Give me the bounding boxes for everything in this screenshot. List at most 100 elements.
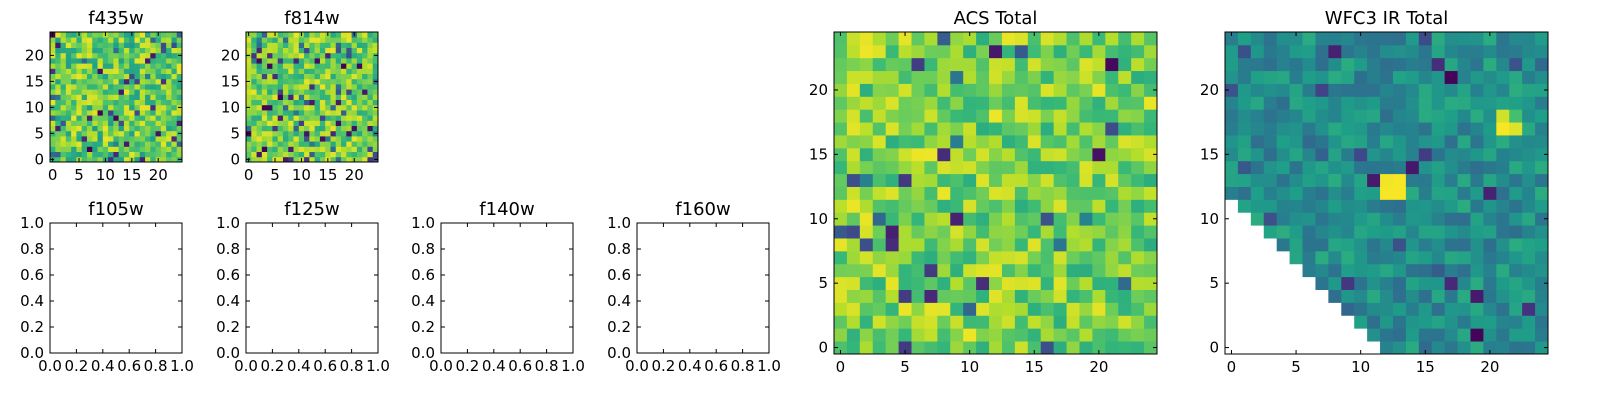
heatmap-cell: [846, 96, 861, 110]
heatmap-cell: [898, 135, 912, 149]
heatmap-cell: [834, 212, 848, 226]
heatmap-cell: [989, 109, 1003, 123]
heatmap-cell: [176, 94, 183, 100]
heatmap-cell: [314, 141, 321, 147]
y-tick-label: 20: [221, 46, 240, 64]
heatmap-cell: [246, 63, 252, 69]
heatmap-cell: [1418, 96, 1433, 110]
heatmap-cell: [102, 58, 109, 64]
heatmap-cell: [113, 52, 120, 59]
heatmap-cell: [1315, 70, 1329, 84]
heatmap-cell: [950, 96, 964, 110]
panel-6-axes-frame: [833, 31, 1158, 355]
heatmap-cell: [976, 44, 990, 59]
x-tick-label: 0.8: [144, 357, 168, 375]
x-tick-label: 15: [122, 166, 141, 184]
heatmap-cell: [304, 68, 310, 74]
heatmap-cell: [1027, 263, 1042, 278]
heatmap-cell: [1354, 57, 1368, 72]
heatmap-cell: [1118, 289, 1132, 303]
heatmap-cell: [1354, 96, 1368, 110]
heatmap-cell: [1328, 57, 1342, 72]
heatmap-cell: [976, 212, 990, 226]
heatmap-cell: [176, 99, 183, 106]
heatmap-cell: [65, 73, 72, 80]
heatmap-cell: [267, 120, 273, 126]
heatmap-cell: [1483, 70, 1497, 84]
heatmap-cell: [150, 151, 156, 158]
heatmap-cell: [1509, 186, 1523, 200]
heatmap-cell: [1014, 225, 1029, 239]
heatmap-cell: [86, 89, 93, 95]
heatmap-cell: [1053, 315, 1067, 329]
heatmap-cell: [937, 238, 951, 252]
heatmap-cell: [937, 135, 951, 149]
heatmap-cell: [145, 89, 151, 95]
heatmap-cell: [145, 84, 151, 90]
heatmap-cell: [65, 136, 72, 142]
heatmap-cell: [330, 52, 337, 59]
heatmap-cell: [293, 136, 300, 142]
heatmap-cell: [937, 147, 951, 162]
heatmap-cell: [282, 151, 289, 158]
heatmap-cell: [325, 125, 331, 132]
heatmap-cell: [1354, 122, 1368, 136]
heatmap-cell: [1276, 238, 1290, 252]
heatmap-cell: [118, 68, 125, 74]
heatmap-cell: [1066, 199, 1080, 213]
heatmap-cell: [118, 58, 125, 64]
heatmap-cell: [166, 110, 172, 116]
heatmap-cell: [341, 151, 347, 158]
heatmap-cell: [256, 136, 263, 142]
heatmap-cell: [160, 110, 167, 116]
heatmap-cell: [1457, 83, 1471, 97]
heatmap-cell: [1237, 186, 1252, 200]
heatmap-cell: [367, 136, 374, 142]
heatmap-cell: [1431, 315, 1446, 329]
heatmap-cell: [1302, 263, 1316, 278]
heatmap-cell: [319, 37, 326, 43]
heatmap-cell: [155, 99, 162, 106]
heatmap-cell: [1027, 96, 1042, 110]
heatmap-cell: [71, 94, 77, 100]
heatmap-cell: [1014, 83, 1029, 97]
heatmap-cell: [1392, 83, 1407, 97]
heatmap-cell: [55, 73, 61, 80]
heatmap-cell: [150, 141, 156, 147]
heatmap-cell: [1263, 135, 1278, 149]
heatmap-cell: [86, 52, 93, 59]
heatmap-cell: [356, 110, 363, 116]
heatmap-cell: [134, 32, 141, 38]
heatmap-cell: [1328, 147, 1342, 162]
heatmap-cell: [160, 136, 167, 142]
heatmap-cell: [1457, 173, 1471, 187]
heatmap-cell: [1418, 263, 1433, 278]
heatmap-cell: [351, 110, 358, 116]
heatmap-cell: [1302, 186, 1316, 200]
heatmap-cell: [65, 94, 72, 100]
heatmap-cell: [261, 89, 268, 95]
heatmap-cell: [1001, 83, 1016, 97]
heatmap-cell: [123, 68, 130, 74]
heatmap-cell: [277, 115, 284, 121]
heatmap-cell: [1092, 83, 1106, 97]
heatmap-cell: [372, 110, 379, 116]
heatmap-cell: [1027, 122, 1042, 136]
heatmap-cell: [293, 42, 300, 48]
y-tick-label: 0.0: [216, 344, 240, 362]
heatmap-cell: [1131, 83, 1145, 97]
heatmap-cell: [1263, 70, 1278, 84]
heatmap-cell: [1509, 302, 1523, 316]
heatmap-cell: [123, 47, 130, 54]
heatmap-cell: [367, 52, 374, 59]
heatmap-cell: [1405, 96, 1420, 110]
heatmap-cell: [937, 276, 951, 290]
x-tick-label: 15: [318, 166, 337, 184]
heatmap-cell: [1457, 328, 1471, 342]
heatmap-cell: [335, 68, 342, 74]
heatmap-cell: [1380, 186, 1394, 200]
heatmap-cell: [325, 84, 331, 90]
heatmap-cell: [102, 84, 109, 90]
heatmap-cell: [846, 276, 861, 290]
heatmap-cell: [246, 37, 252, 43]
